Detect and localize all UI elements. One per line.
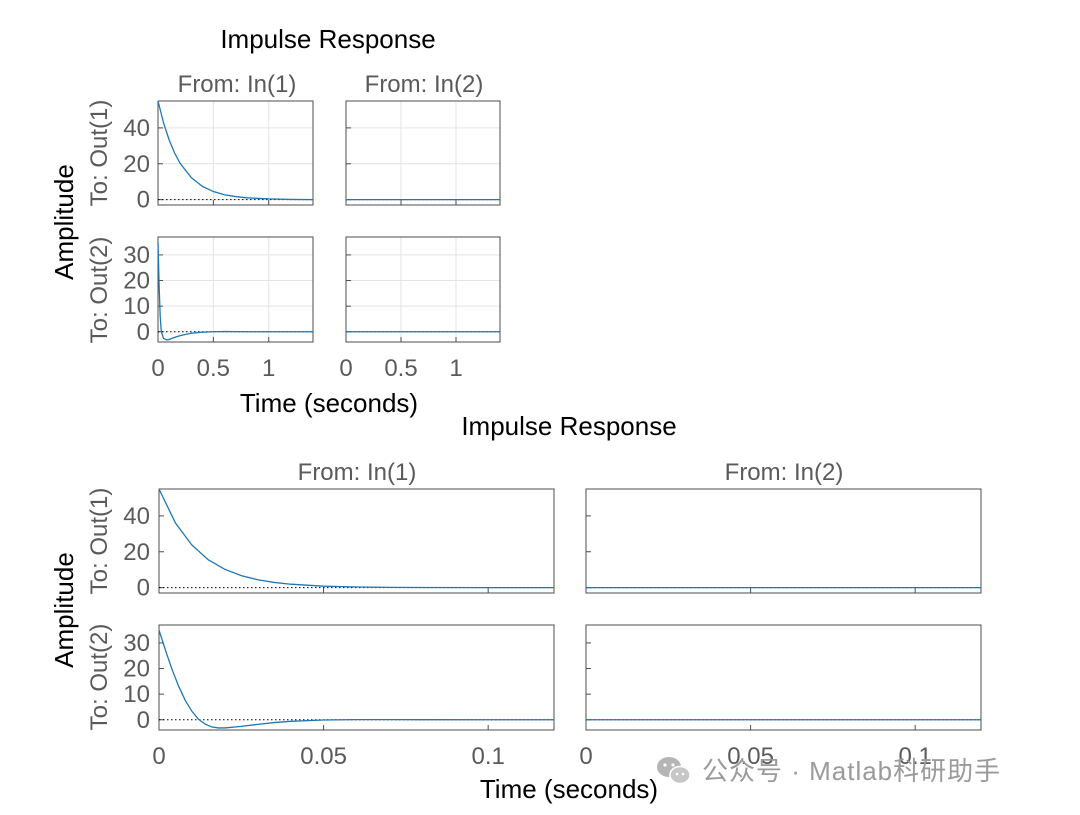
fig1-panel-r2c1-xtick-label: 0 <box>151 355 164 382</box>
fig1-panel-r2c2-xtick-label: 1 <box>449 355 462 382</box>
figure-2-output-label-1: To: Out(1) <box>86 488 113 595</box>
fig1-panel-r1c2-axes-box <box>345 100 501 206</box>
fig2-panel-r2c1-xtick-label: 0.1 <box>471 743 504 770</box>
fig2-panel-r2c2-axes-box <box>585 624 982 731</box>
fig2-row2-ytick-label: 20 <box>123 656 150 683</box>
figure-1-output-label-2: To: Out(2) <box>86 237 113 344</box>
fig2-panel-r2c1-xtick-label: 0.05 <box>300 743 347 770</box>
fig1-panel-r2c1-xtick-label: 0.5 <box>197 355 230 382</box>
fig2-row1-ytick-label: 0 <box>137 575 150 602</box>
fig2-panel-r2c1-axes-box <box>158 624 555 731</box>
fig2-row1-ytick-label: 40 <box>123 503 150 530</box>
watermark: 公众号 · Matlab科研助手 <box>657 756 1001 786</box>
fig1-panel-r1c1-response-line <box>157 100 314 201</box>
fig2-panel-r2c1-xtick-label: 0 <box>152 743 165 770</box>
figure-2-input-label-2: From: In(2) <box>725 459 844 486</box>
fig2-panel-r2c2-xtick-label: 0.1 <box>898 743 931 770</box>
figure-1-title: Impulse Response <box>220 24 435 54</box>
fig1-panel-r2c2-axes-box <box>345 236 501 343</box>
figure-2: Impulse Response From: In(1) From: In(2)… <box>49 411 982 804</box>
fig2-row1-ytick-label: 20 <box>123 539 150 566</box>
fig2-panel-r1c1-axes-box <box>158 488 555 594</box>
fig2-panel-r2c2-xtick-label: 0.05 <box>727 743 774 770</box>
fig2-row2-ytick-label: 10 <box>123 681 150 708</box>
figure-1: Impulse Response From: In(1) From: In(2)… <box>49 24 501 418</box>
figure-2-ylabel: Amplitude <box>49 552 79 668</box>
figure-1-ylabel: Amplitude <box>49 164 79 280</box>
fig1-panel-r2c2-xtick-label: 0 <box>339 355 352 382</box>
fig2-panel-r2c1-response-line <box>158 629 554 729</box>
fig2-panel-r1c2-axes-box <box>585 488 982 594</box>
fig1-panel-r2c1-response-line <box>157 242 313 341</box>
fig1-panel-r2c1-axes-box <box>157 236 314 343</box>
fig1-panel-r1c1-axes-box <box>157 100 314 206</box>
fig1-row1-ytick-label: 0 <box>137 187 150 214</box>
fig1-row1-ytick-label: 40 <box>123 115 150 142</box>
watermark-text: 公众号 · Matlab科研助手 <box>702 756 1001 786</box>
fig1-panel-r2c1-xtick-label: 1 <box>262 355 275 382</box>
fig2-panel-r2c2-xtick-label: 0 <box>579 743 592 770</box>
figure-1-input-label-1: From: In(1) <box>178 71 297 98</box>
fig1-row2-ytick-label: 0 <box>137 319 150 346</box>
figure-2-input-label-1: From: In(1) <box>298 459 417 486</box>
fig1-row2-ytick-label: 10 <box>123 293 150 320</box>
figure-2-output-label-2: To: Out(2) <box>86 624 113 731</box>
figure-2-xlabel: Time (seconds) <box>480 774 658 804</box>
figure-2-title: Impulse Response <box>461 411 676 441</box>
fig1-panel-r2c2-xtick-label: 0.5 <box>384 355 417 382</box>
fig2-panel-r1c1-response-line <box>158 488 555 589</box>
figure-1-output-label-1: To: Out(1) <box>86 100 113 207</box>
fig1-row1-ytick-label: 20 <box>123 151 150 178</box>
fig2-row2-ytick-label: 0 <box>137 707 150 734</box>
figure-1-xlabel: Time (seconds) <box>240 388 418 418</box>
fig1-row2-ytick-label: 30 <box>123 242 150 269</box>
wechat-icon <box>657 757 691 785</box>
fig2-row2-ytick-label: 30 <box>123 630 150 657</box>
fig1-row2-ytick-label: 20 <box>123 268 150 295</box>
figure-1-input-label-2: From: In(2) <box>365 71 484 98</box>
